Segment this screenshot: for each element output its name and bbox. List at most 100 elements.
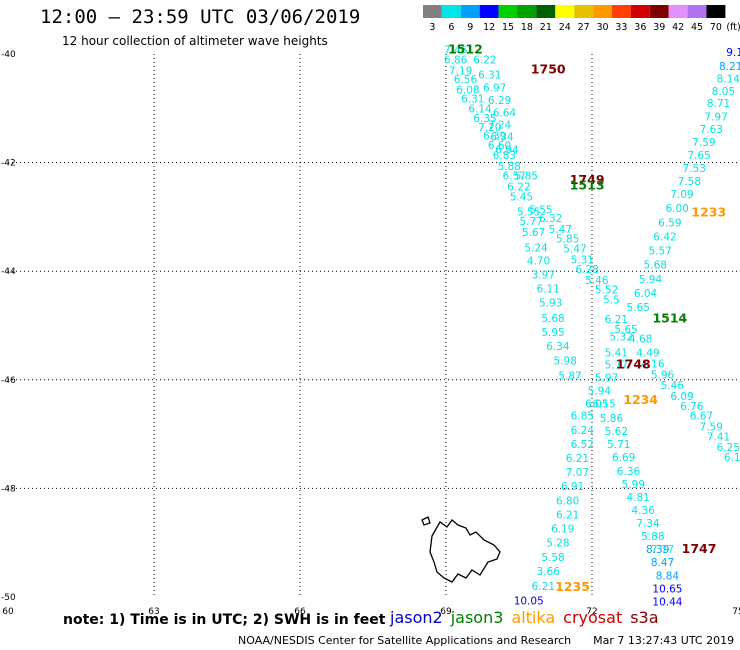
swh-value: 6.15	[592, 399, 615, 411]
swh-value: 5.47	[549, 224, 572, 236]
scale-swatch	[441, 5, 461, 18]
swh-value: 7.07	[566, 467, 589, 479]
swh-value: 6.97	[483, 83, 506, 95]
mission-legend-item: s3a	[630, 608, 659, 627]
swh-value: 5.47	[563, 243, 586, 255]
swh-value: 5.58	[541, 552, 564, 564]
swh-value: 7.09	[670, 189, 693, 201]
swh-value: 6.11	[537, 284, 560, 296]
scale-swatch	[649, 5, 669, 18]
x-tick-label: 66	[294, 607, 306, 617]
swh-value: 6.35	[473, 113, 496, 125]
pass-label: 1514	[652, 310, 687, 325]
scale-swatch	[668, 5, 688, 18]
swh-value: 5.99	[622, 479, 645, 491]
scale-label: 36	[634, 22, 646, 33]
swh-value: 10.44	[652, 596, 682, 608]
swh-value: 7.63	[700, 124, 723, 136]
swh-value: 6.28	[575, 264, 598, 276]
swh-value: 4.49	[636, 348, 659, 360]
swh-value: 10.65	[652, 583, 682, 595]
x-tick-label: 63	[148, 607, 159, 617]
swh-value: 6.09	[670, 391, 693, 403]
swh-value: 6.31	[478, 70, 501, 82]
pass-label: 1234	[623, 392, 658, 407]
swh-value: 7.41	[707, 431, 730, 443]
swh-value: 6.05	[585, 399, 608, 411]
swh-value: 8.71	[707, 98, 730, 110]
y-tick-label: -50	[1, 593, 16, 603]
pass-label: 1748	[616, 357, 651, 372]
y-tick-label: -42	[1, 159, 16, 169]
swh-value: 6.22	[473, 54, 496, 66]
swh-value: 7.24	[488, 120, 512, 132]
swh-value: 5.88	[498, 161, 521, 173]
scale-swatch	[498, 5, 518, 18]
swh-value: 6.52	[571, 439, 594, 451]
pass-label: 1233	[691, 204, 726, 219]
swh-value: 5.68	[541, 313, 564, 325]
scale-label: 12	[483, 22, 495, 33]
swh-value: 5.68	[644, 260, 667, 272]
swh-value: 5.77	[605, 360, 628, 372]
scale-swatch	[536, 5, 556, 18]
swh-value: 6.86	[444, 54, 468, 66]
pass-label: 1235	[555, 579, 590, 594]
swh-value: 5.98	[554, 355, 577, 367]
scale-swatch	[687, 5, 707, 18]
swh-value: 3.97	[532, 269, 555, 281]
swh-value: 8.21	[719, 61, 740, 73]
swh-value: 6.69	[612, 452, 635, 464]
scale-label: 6	[448, 22, 454, 33]
swh-value: 3.66	[537, 566, 561, 578]
swh-value: 7.53	[683, 163, 706, 175]
swh-value: 4.70	[527, 255, 550, 267]
swh-value: 4.68	[629, 334, 652, 346]
swh-value: 5.67	[522, 227, 545, 239]
swh-value: 5.45	[510, 191, 533, 203]
scale-label: 27	[578, 22, 590, 33]
swh-value: 5.71	[607, 439, 630, 451]
swh-value: 6.25	[717, 442, 740, 454]
mission-legend-item: jason3	[450, 608, 504, 627]
scale-label: 24	[559, 22, 571, 33]
mission-legend: jason2 jason3 altika cryosat s3a	[390, 608, 667, 627]
swh-value: 6.39	[483, 130, 506, 142]
scale-label: 70	[710, 22, 722, 33]
swh-value: 5.86	[600, 413, 624, 425]
scale-swatch	[630, 5, 650, 18]
swh-value: 5.52	[595, 285, 618, 297]
swh-value: 6.04	[634, 288, 658, 300]
swh-value: 6.56	[454, 74, 478, 86]
scale-swatch	[517, 5, 537, 18]
swh-value: 5.95	[541, 327, 564, 339]
swh-value: 6.19	[551, 524, 574, 536]
y-tick-label: -48	[1, 484, 16, 494]
scale-swatch	[479, 5, 499, 18]
scale-swatch	[555, 5, 575, 18]
note-text: note: 1) Time is in UTC; 2) SWH is in fe…	[63, 612, 386, 628]
mission-legend-item: cryosat	[563, 608, 623, 627]
scale-swatch	[423, 5, 442, 18]
swh-value: 8.84	[656, 570, 680, 582]
scale-label: 15	[502, 22, 514, 33]
pass-label: 1750	[531, 62, 566, 77]
pass-label: 1749	[570, 172, 605, 187]
x-tick-label: 69	[440, 607, 452, 617]
swh-value: 7.19	[449, 65, 472, 77]
swh-value: 6.34	[490, 132, 514, 144]
swh-value: 4.36	[631, 505, 655, 517]
swh-value: 10.05	[514, 595, 544, 607]
scale-label: 42	[672, 22, 684, 33]
swh-value: 7.65	[687, 150, 710, 162]
y-tick-label: -46	[1, 376, 16, 386]
swh-value: 7.97	[704, 111, 727, 123]
swh-value: 6.14	[468, 103, 492, 115]
swh-value: 6.80	[556, 495, 579, 507]
swh-value: 5.31	[571, 254, 594, 266]
scale-label: 3	[429, 22, 435, 33]
swh-value: 6.21	[566, 453, 589, 465]
swh-value: 6.22	[507, 181, 530, 193]
swh-value: 6.13	[724, 452, 740, 464]
swh-value: 6.08	[456, 84, 479, 96]
